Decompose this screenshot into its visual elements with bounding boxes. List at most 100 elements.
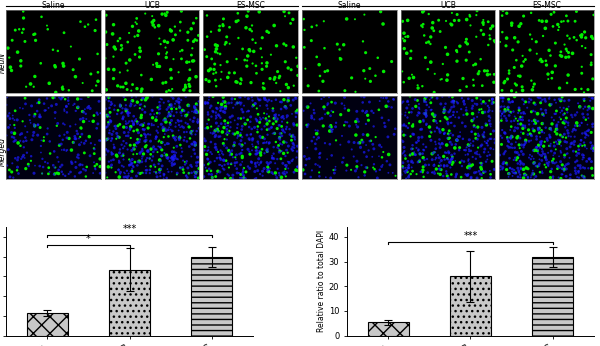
Point — [487, 101, 497, 106]
Point — [517, 110, 526, 116]
Point — [109, 157, 118, 163]
Point — [56, 141, 66, 147]
Point — [127, 169, 137, 174]
Point — [281, 166, 290, 172]
Point — [588, 106, 598, 111]
Point — [133, 99, 142, 105]
Point — [473, 71, 483, 76]
Point — [218, 166, 227, 171]
Point — [204, 171, 214, 177]
Point — [126, 124, 136, 129]
Point — [121, 102, 131, 108]
Point — [399, 122, 409, 127]
Point — [580, 165, 590, 171]
Point — [514, 110, 523, 116]
Point — [252, 151, 262, 157]
Point — [156, 166, 166, 172]
Point — [200, 148, 209, 153]
Point — [26, 81, 35, 87]
Point — [29, 130, 38, 135]
Point — [176, 19, 185, 25]
Point — [517, 142, 526, 148]
Point — [211, 128, 220, 133]
Point — [240, 140, 250, 146]
Point — [193, 109, 203, 115]
Point — [145, 121, 154, 127]
Point — [141, 157, 151, 163]
Point — [91, 166, 100, 172]
Point — [217, 163, 227, 169]
Point — [571, 165, 580, 171]
Point — [312, 23, 322, 28]
Point — [538, 129, 547, 134]
Point — [128, 98, 137, 103]
Point — [562, 146, 572, 152]
Point — [257, 127, 266, 132]
Point — [437, 158, 446, 163]
Point — [527, 118, 537, 124]
Point — [543, 138, 553, 143]
Point — [81, 138, 91, 144]
Point — [230, 96, 240, 102]
Point — [88, 170, 98, 176]
Point — [263, 167, 273, 173]
Point — [544, 143, 554, 149]
Point — [113, 83, 122, 89]
Point — [122, 140, 131, 146]
Point — [85, 134, 94, 139]
Point — [471, 136, 481, 141]
Point — [13, 140, 23, 146]
Point — [238, 170, 247, 175]
Point — [277, 99, 286, 105]
Point — [207, 151, 217, 157]
Point — [258, 169, 268, 174]
Point — [443, 72, 452, 78]
Point — [421, 144, 431, 150]
Point — [190, 169, 199, 174]
Point — [488, 147, 498, 152]
Point — [513, 126, 523, 131]
Point — [418, 24, 427, 30]
Point — [418, 21, 428, 27]
Point — [181, 94, 191, 99]
Point — [127, 98, 137, 103]
Point — [224, 130, 233, 136]
Point — [255, 115, 265, 120]
Point — [199, 174, 209, 179]
Point — [244, 108, 254, 114]
Point — [361, 121, 371, 127]
Point — [52, 170, 62, 176]
Point — [283, 98, 293, 103]
Point — [402, 168, 412, 173]
Point — [430, 149, 439, 155]
Point — [467, 118, 477, 124]
Point — [203, 112, 213, 117]
Point — [563, 72, 573, 78]
Point — [472, 34, 481, 39]
Point — [267, 153, 277, 158]
Point — [116, 111, 126, 116]
Point — [439, 107, 449, 112]
Point — [77, 126, 86, 131]
Point — [247, 94, 257, 100]
Point — [414, 101, 424, 107]
Point — [9, 135, 19, 140]
Point — [133, 159, 143, 165]
Point — [43, 27, 53, 32]
Point — [495, 153, 505, 158]
Point — [184, 124, 194, 130]
Point — [134, 139, 144, 145]
Point — [588, 76, 598, 82]
Point — [271, 161, 280, 166]
Point — [584, 133, 593, 138]
Point — [325, 128, 335, 134]
Point — [480, 139, 490, 144]
Point — [141, 158, 151, 164]
Point — [241, 121, 250, 127]
Point — [547, 121, 557, 127]
Point — [166, 67, 176, 72]
Point — [220, 121, 230, 127]
Point — [252, 118, 262, 124]
Point — [155, 173, 165, 179]
Point — [88, 119, 98, 124]
